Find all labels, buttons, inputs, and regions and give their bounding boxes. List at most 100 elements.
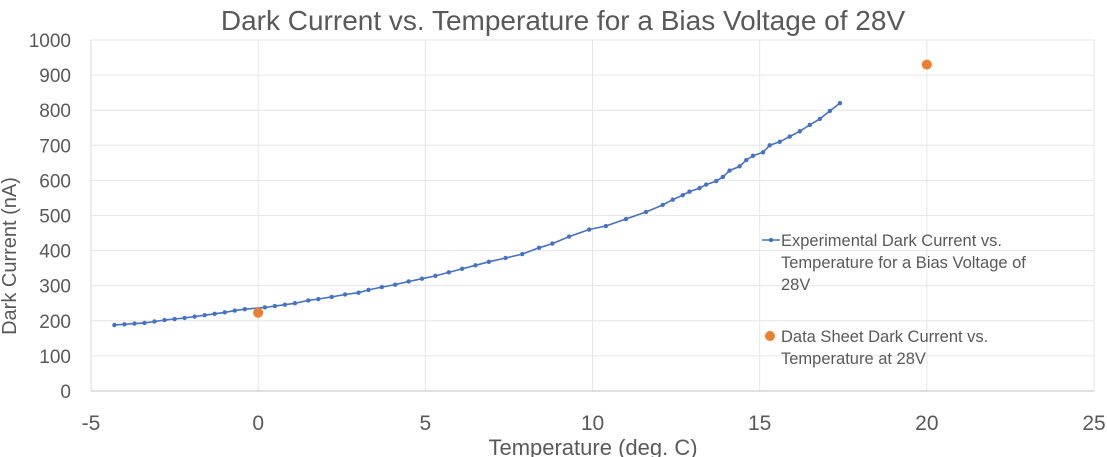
x-axis-tick-labels: -5 0 5 10 15 20 25: [82, 412, 1106, 435]
data-point: [232, 308, 237, 313]
data-point: [503, 255, 508, 261]
data-point: [222, 310, 227, 315]
data-point: [727, 168, 732, 173]
data-point: [550, 241, 555, 246]
data-point: [202, 312, 207, 318]
x-tick-label: 5: [419, 412, 431, 435]
data-point: [262, 305, 268, 310]
data-point: [122, 322, 127, 327]
data-point: [212, 311, 217, 316]
data-point: [182, 315, 187, 321]
legend-item-datasheet: Data Sheet Dark Current vs. Temperature a…: [765, 328, 988, 368]
data-point: [670, 197, 675, 202]
x-tick-label: 20: [915, 412, 938, 435]
legend-item-experimental: Experimental Dark Current vs. Temperature…: [762, 232, 1026, 294]
data-point: [566, 234, 572, 239]
data-point: [797, 129, 802, 134]
y-tick-label: 600: [39, 171, 71, 192]
data-point: [306, 298, 311, 303]
data-point: [406, 279, 411, 284]
legend-marker-swatch: [768, 237, 774, 243]
chart-title: Dark Current vs. Temperature for a Bias …: [221, 5, 906, 36]
data-point: [342, 292, 348, 297]
data-point: [329, 294, 334, 300]
data-point: [379, 284, 385, 290]
data-point: [720, 174, 726, 180]
y-tick-label: 0: [60, 382, 71, 403]
data-point: [316, 296, 321, 302]
y-tick-label: 900: [39, 66, 71, 87]
series-line: [114, 102, 841, 326]
x-tick-label: 10: [581, 412, 604, 435]
data-point: [777, 139, 782, 144]
data-point: [623, 216, 629, 222]
data-point: [737, 164, 742, 169]
data-point: [744, 157, 749, 163]
data-point: [703, 182, 709, 187]
data-point: [272, 303, 278, 309]
data-point: [162, 317, 167, 323]
data-point: [787, 134, 792, 139]
data-point: [282, 302, 288, 307]
legend-label-datasheet: Data Sheet Dark Current vs. Temperature a…: [781, 328, 988, 368]
y-tick-label: 1000: [29, 31, 71, 52]
data-point: [433, 273, 438, 279]
data-point: [142, 320, 147, 326]
x-tick-label: 15: [748, 412, 771, 435]
y-tick-label: 200: [39, 312, 71, 333]
data-point: [921, 59, 932, 70]
legend: Experimental Dark Current vs. Temperature…: [762, 232, 1026, 368]
y-tick-label: 700: [39, 136, 71, 157]
data-point: [356, 290, 361, 295]
data-point: [393, 282, 398, 287]
y-tick-label: 800: [39, 101, 71, 122]
y-tick-label: 500: [39, 207, 71, 228]
data-point: [750, 153, 756, 159]
axes: [90, 40, 1094, 392]
data-point: [446, 270, 451, 275]
y-tick-label: 300: [39, 277, 71, 298]
data-point: [473, 263, 478, 268]
data-point: [366, 287, 371, 293]
legend-marker-swatch: [765, 331, 775, 341]
data-point: [192, 314, 197, 319]
data-point: [112, 322, 117, 328]
data-point: [419, 276, 425, 281]
data-point: [697, 185, 702, 191]
y-axis-label: Dark Current (nA): [0, 177, 21, 335]
data-point: [459, 266, 465, 272]
x-tick-label: 0: [252, 412, 264, 435]
data-point: [714, 178, 719, 184]
data-point: [767, 143, 772, 148]
data-point: [807, 122, 813, 128]
x-axis-label: Temperature (deg. C): [488, 435, 697, 457]
series-experimental: [112, 100, 843, 328]
x-tick-label: -5: [82, 412, 101, 435]
data-series: [112, 59, 932, 328]
data-point: [172, 316, 177, 322]
legend-label-experimental: Experimental Dark Current vs. Temperature…: [781, 232, 1026, 294]
y-tick-label: 100: [39, 347, 71, 368]
data-point: [680, 192, 685, 198]
data-point: [817, 116, 823, 122]
data-point: [586, 227, 592, 232]
x-tick-label: 25: [1082, 412, 1105, 435]
series-datasheet: [253, 59, 932, 318]
data-point: [486, 259, 492, 265]
data-point: [837, 100, 843, 106]
data-point: [603, 223, 609, 229]
data-point: [132, 321, 137, 326]
gridlines: [91, 39, 1095, 391]
data-point: [242, 307, 247, 312]
data-point: [292, 301, 298, 306]
y-axis-tick-labels: 0 100 200 300 400 500 600 700 800 900 1000: [29, 31, 71, 403]
data-point: [536, 245, 542, 250]
data-point: [687, 189, 692, 194]
y-tick-label: 400: [39, 242, 71, 263]
data-point: [643, 209, 649, 215]
data-point: [660, 202, 665, 208]
data-point: [520, 251, 525, 257]
data-point: [152, 319, 157, 324]
data-point: [827, 108, 833, 114]
